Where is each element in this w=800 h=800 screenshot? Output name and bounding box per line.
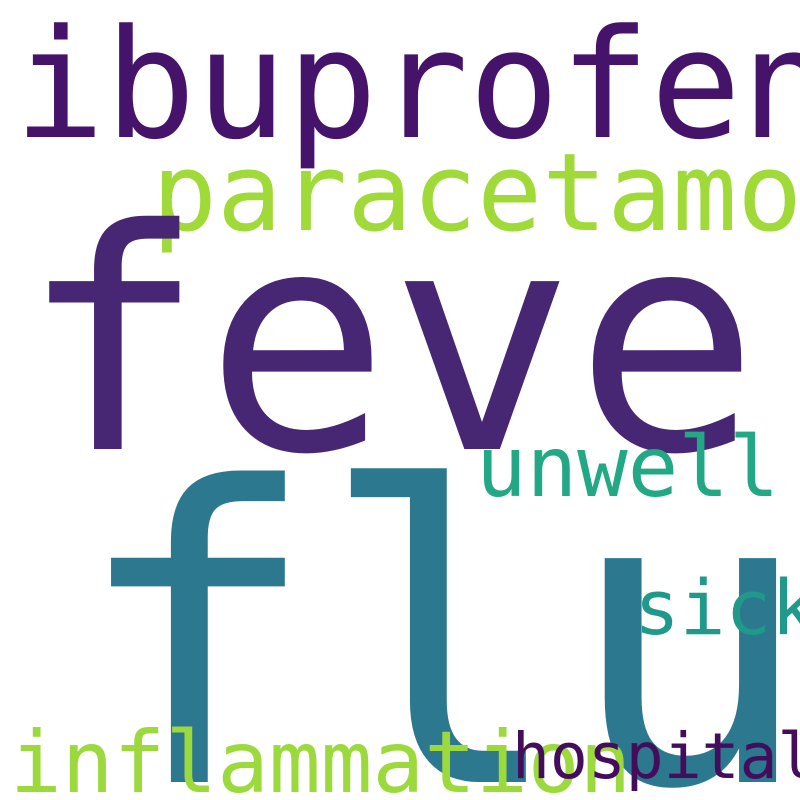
word-ibuprofen: ibuprofen xyxy=(14,0,800,173)
word-sick: sick xyxy=(634,563,800,652)
word-inflammation: inflammation xyxy=(10,713,632,800)
word-paracetamol: paracetamol xyxy=(152,131,800,256)
word-flu: flu xyxy=(72,401,800,800)
word-fever: fever xyxy=(20,165,800,522)
word-unwell: unwell xyxy=(476,418,780,516)
word-hospital: hospital xyxy=(512,720,800,793)
